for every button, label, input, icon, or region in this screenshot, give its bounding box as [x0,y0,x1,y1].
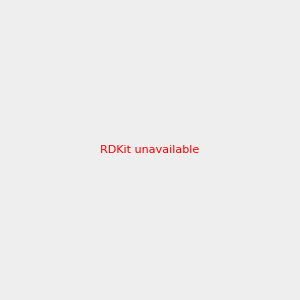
Text: RDKit unavailable: RDKit unavailable [100,145,200,155]
